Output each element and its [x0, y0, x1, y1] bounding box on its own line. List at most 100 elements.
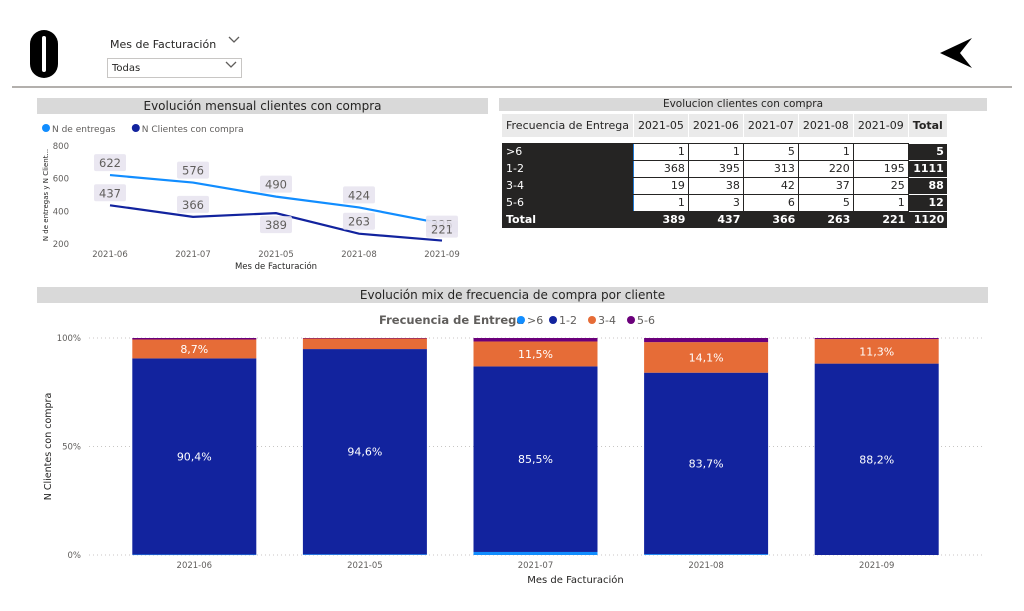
legend-title: Frecuencia de Entrega [379, 313, 524, 327]
legend-marker [517, 316, 525, 324]
data-label-box [94, 184, 126, 202]
data-label: 90,4% [177, 450, 212, 463]
cell: 19 [632, 176, 689, 195]
matrix-row: 5-6 1 3 6 5 1 12 [502, 193, 948, 212]
x-tick-label: 2021-08 [341, 250, 377, 260]
row-total: 12 [907, 193, 948, 212]
cell: 25 [852, 176, 909, 195]
row-label: >6 [502, 143, 634, 160]
data-label: 389 [265, 218, 287, 232]
row-total: 1111 [907, 159, 948, 178]
column-total: 366 [743, 211, 799, 228]
cell: 6 [742, 193, 799, 212]
column-total: 437 [688, 211, 744, 228]
data-label: 8,7% [180, 343, 208, 356]
legend-label: 1-2 [559, 314, 577, 327]
legend-label: 3-4 [598, 314, 616, 327]
x-axis-label: Mes de Facturación [527, 574, 624, 586]
x-axis-label: Mes de Facturación [235, 261, 317, 272]
bar-segment [644, 338, 769, 343]
series-line [109, 173, 443, 225]
data-label: 424 [348, 188, 370, 202]
x-tick-label: 2021-06 [92, 250, 128, 260]
data-label: 11,5% [518, 348, 553, 361]
column-total: 263 [798, 211, 854, 228]
row-label: 3-4 [502, 177, 634, 194]
data-label: 437 [99, 186, 121, 200]
chevron-down-icon [225, 61, 237, 72]
legend-marker [42, 124, 50, 132]
matrix-title: Evolucion clientes con compra [499, 98, 987, 111]
cell: 1 [632, 193, 689, 212]
data-label-box [343, 212, 375, 230]
bar-segment [302, 349, 427, 555]
company-logo [30, 30, 58, 78]
bar-segment [302, 338, 427, 339]
x-tick-label: 2021-06 [177, 561, 213, 571]
line-chart[interactable]: N de entregas N Clientes con compra 200 400… [37, 118, 488, 278]
slicer-collapse-chevron-icon[interactable] [228, 36, 240, 47]
total-label: Total [502, 211, 634, 228]
cell [852, 142, 909, 161]
row-total: 5 [907, 142, 948, 161]
data-label-box [94, 154, 126, 172]
cell: 368 [632, 159, 689, 178]
legend-marker [131, 124, 140, 132]
cell: 195 [852, 159, 909, 178]
grand-total: 1120 [908, 211, 948, 228]
month-slicer-dropdown[interactable]: Todas [107, 58, 242, 78]
cell: 1 [852, 193, 909, 212]
cell: 37 [797, 176, 854, 195]
data-label-box [343, 186, 375, 204]
y-axis-label: N de entregas y N Client... [42, 149, 50, 241]
bar-segment [814, 339, 939, 364]
matrix-header-cell[interactable]: 2021-06 [688, 114, 744, 137]
x-tick-label: 2021-05 [347, 561, 383, 571]
slicer-selected-value: Todas [112, 63, 141, 74]
x-tick-label: 2021-09 [859, 561, 895, 571]
data-label: 14,1% [689, 351, 724, 364]
matrix-header-cell[interactable]: Frecuencia de Entrega [502, 114, 634, 137]
stacked-bar-chart[interactable]: Frecuencia de Entrega >6 1-2 3-4 5-6 0% 50% 100… [37, 308, 988, 593]
y-tick-label: 50% [62, 443, 81, 453]
bar-segment [473, 338, 598, 342]
bar-segment [644, 372, 769, 555]
bar-segment [473, 341, 598, 367]
legend-marker [627, 316, 635, 324]
matrix-total-row: Total 389 437 366 263 221 1120 [502, 211, 948, 228]
back-arrow-icon[interactable] [938, 36, 974, 70]
legend-label: N de entregas [52, 125, 116, 135]
cell: 1 [687, 142, 744, 161]
bar-segment [132, 554, 257, 556]
cell: 1 [632, 142, 689, 161]
y-tick-label: 600 [53, 175, 69, 185]
frequency-matrix-table: Frecuencia de Entrega 2021-05 2021-06 20… [502, 114, 948, 228]
data-label: 94,6% [347, 446, 382, 459]
bar-segment [302, 554, 427, 555]
bar-segment [473, 366, 598, 552]
matrix-header-cell[interactable]: 2021-09 [853, 114, 909, 137]
cell: 42 [742, 176, 799, 195]
matrix-header-cell[interactable]: 2021-07 [743, 114, 799, 137]
legend-label: N Clientes con compra [142, 125, 244, 135]
matrix-header-row: Frecuencia de Entrega 2021-05 2021-06 20… [502, 114, 948, 137]
legend-marker [588, 316, 596, 324]
x-tick-label: 2021-08 [688, 561, 724, 571]
data-label: 490 [265, 178, 287, 192]
legend-label: >6 [527, 314, 543, 327]
matrix-header-total[interactable]: Total [908, 114, 948, 137]
bar-segment [132, 339, 257, 359]
data-label-box [177, 195, 209, 213]
bar-segment [132, 338, 257, 340]
legend-marker [549, 316, 557, 324]
matrix-header-cell[interactable]: 2021-05 [633, 114, 689, 137]
matrix-row: 3-4 19 38 42 37 25 88 [502, 176, 948, 195]
y-tick-label: 400 [53, 207, 69, 217]
bar-segment [644, 342, 769, 373]
cell: 3 [687, 193, 744, 212]
header-divider [12, 86, 1012, 88]
x-tick-label: 2021-07 [175, 250, 211, 260]
bar-segment [302, 338, 427, 350]
data-label-box [177, 161, 209, 179]
matrix-header-cell[interactable]: 2021-08 [798, 114, 854, 137]
